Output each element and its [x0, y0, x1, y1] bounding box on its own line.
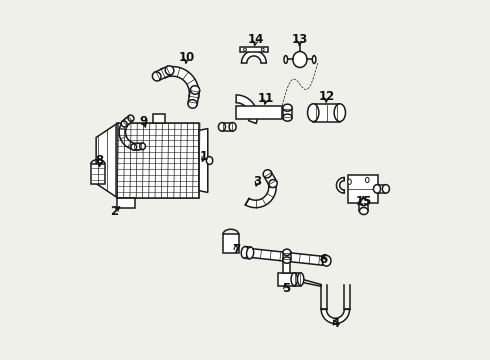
Polygon shape: [161, 67, 199, 98]
Ellipse shape: [312, 55, 316, 63]
Ellipse shape: [241, 247, 248, 258]
Polygon shape: [119, 118, 139, 150]
Polygon shape: [153, 114, 165, 123]
Polygon shape: [96, 123, 118, 198]
Polygon shape: [337, 177, 344, 193]
Text: 1: 1: [200, 150, 208, 163]
Ellipse shape: [165, 66, 174, 75]
Polygon shape: [245, 177, 276, 208]
Text: 10: 10: [178, 51, 195, 64]
Ellipse shape: [297, 273, 304, 285]
Polygon shape: [377, 185, 386, 193]
Polygon shape: [313, 104, 340, 122]
Polygon shape: [133, 143, 143, 150]
Polygon shape: [244, 247, 251, 259]
Ellipse shape: [360, 199, 368, 206]
Polygon shape: [236, 95, 257, 123]
Ellipse shape: [360, 207, 368, 215]
Ellipse shape: [261, 48, 264, 51]
Ellipse shape: [283, 114, 292, 121]
Polygon shape: [155, 66, 172, 81]
Ellipse shape: [131, 144, 137, 150]
Ellipse shape: [334, 104, 345, 122]
Ellipse shape: [283, 257, 291, 263]
Polygon shape: [188, 89, 199, 105]
Text: 2: 2: [110, 206, 118, 219]
Text: 7: 7: [232, 243, 240, 256]
Text: 8: 8: [96, 154, 104, 167]
Polygon shape: [283, 252, 291, 260]
Ellipse shape: [219, 123, 225, 131]
Text: 4: 4: [331, 317, 340, 330]
Ellipse shape: [322, 256, 331, 266]
Ellipse shape: [283, 104, 292, 111]
Ellipse shape: [293, 51, 307, 67]
Polygon shape: [283, 108, 292, 118]
Ellipse shape: [373, 185, 381, 193]
Text: 6: 6: [319, 253, 327, 266]
Ellipse shape: [121, 121, 127, 127]
Ellipse shape: [382, 185, 390, 193]
Ellipse shape: [291, 273, 297, 285]
Ellipse shape: [128, 115, 134, 121]
Polygon shape: [264, 172, 277, 186]
Polygon shape: [199, 129, 208, 192]
Polygon shape: [240, 48, 268, 52]
Ellipse shape: [191, 86, 199, 94]
Ellipse shape: [152, 72, 161, 81]
Ellipse shape: [308, 104, 319, 122]
Polygon shape: [321, 309, 349, 324]
Polygon shape: [294, 273, 301, 285]
Ellipse shape: [140, 143, 146, 149]
Text: 11: 11: [258, 92, 274, 105]
Text: 15: 15: [356, 195, 372, 208]
Ellipse shape: [206, 157, 213, 165]
Text: 5: 5: [282, 282, 290, 294]
Polygon shape: [247, 248, 323, 265]
Ellipse shape: [246, 247, 254, 259]
Text: 3: 3: [253, 175, 262, 188]
Polygon shape: [283, 258, 291, 273]
Ellipse shape: [348, 179, 351, 184]
Text: 13: 13: [292, 33, 308, 46]
Polygon shape: [360, 202, 368, 211]
Polygon shape: [348, 175, 378, 203]
Ellipse shape: [244, 48, 246, 51]
Text: 14: 14: [247, 33, 264, 46]
Ellipse shape: [188, 100, 197, 108]
Text: 12: 12: [318, 90, 335, 103]
Polygon shape: [242, 51, 266, 63]
Polygon shape: [118, 123, 199, 198]
Polygon shape: [91, 164, 105, 184]
Ellipse shape: [269, 180, 277, 188]
Polygon shape: [278, 273, 295, 285]
Polygon shape: [222, 123, 233, 131]
Ellipse shape: [284, 55, 288, 63]
Polygon shape: [295, 278, 321, 286]
Ellipse shape: [263, 170, 271, 178]
Polygon shape: [122, 116, 133, 126]
Text: 9: 9: [140, 115, 148, 128]
Ellipse shape: [229, 123, 236, 131]
Polygon shape: [236, 106, 282, 120]
Polygon shape: [223, 234, 239, 253]
Polygon shape: [118, 198, 135, 208]
Ellipse shape: [283, 249, 291, 256]
Ellipse shape: [366, 177, 369, 183]
